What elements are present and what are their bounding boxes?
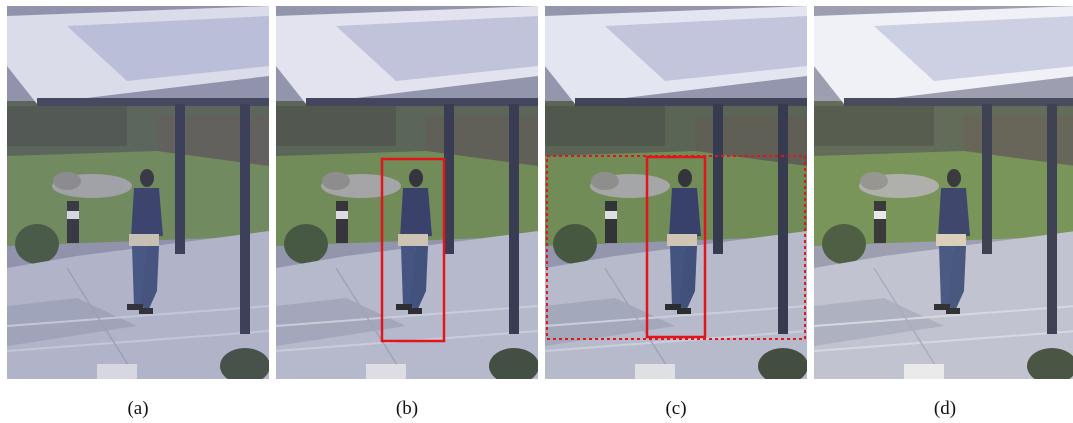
scene-image-b (276, 6, 538, 379)
panel-c-image (545, 6, 807, 379)
panel-a-image (7, 6, 269, 379)
target-bounding-box (645, 155, 707, 339)
caption-d: (d) (933, 398, 957, 419)
target-bounding-box (380, 157, 446, 343)
scene-image-c (545, 6, 807, 379)
panel-d-image (814, 6, 1073, 379)
caption-a: (a) (127, 398, 149, 419)
caption-b: (b) (395, 398, 419, 419)
caption-c: (c) (665, 398, 687, 419)
scene-image-d (814, 6, 1073, 379)
scene-image-a (7, 6, 269, 379)
panel-b-image (276, 6, 538, 379)
